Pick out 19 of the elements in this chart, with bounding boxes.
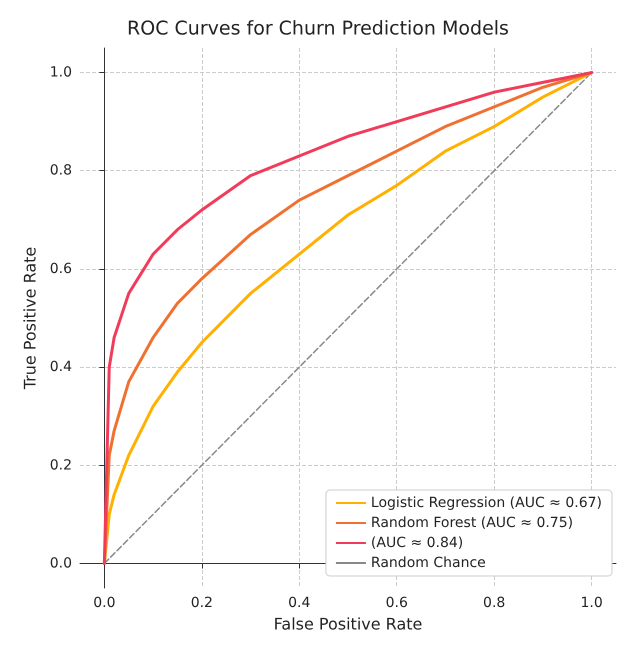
x-tick-label: 0.4 — [288, 595, 310, 611]
y-tick-label: 0.8 — [50, 162, 72, 179]
legend-label: Logistic Regression (AUC ≈ 0.67) — [370, 495, 602, 511]
chart-title: ROC Curves for Churn Prediction Models — [127, 18, 509, 40]
legend-label: (AUC ≈ 0.84) — [370, 535, 464, 551]
x-tick-label: 0.6 — [386, 595, 408, 611]
x-tick-label: 0.2 — [190, 595, 213, 611]
y-tick-label: 0.6 — [50, 260, 72, 277]
y-tick-label: 0.4 — [50, 359, 72, 376]
y-axis-title: True Positive Rate — [20, 246, 40, 390]
x-tick-label: 0.8 — [483, 595, 506, 611]
y-tick-label: 1.0 — [50, 64, 72, 81]
x-tick-label: 0.0 — [93, 595, 116, 611]
legend-label: Random Forest (AUC ≈ 0.75) — [370, 515, 574, 531]
legend-label: Random Chance — [370, 555, 486, 571]
y-tick-label: 0.2 — [50, 457, 72, 474]
y-tick-label: 0.0 — [50, 555, 72, 572]
x-tick-label: 1.0 — [580, 595, 603, 611]
x-axis-title: False Positive Rate — [274, 614, 422, 634]
